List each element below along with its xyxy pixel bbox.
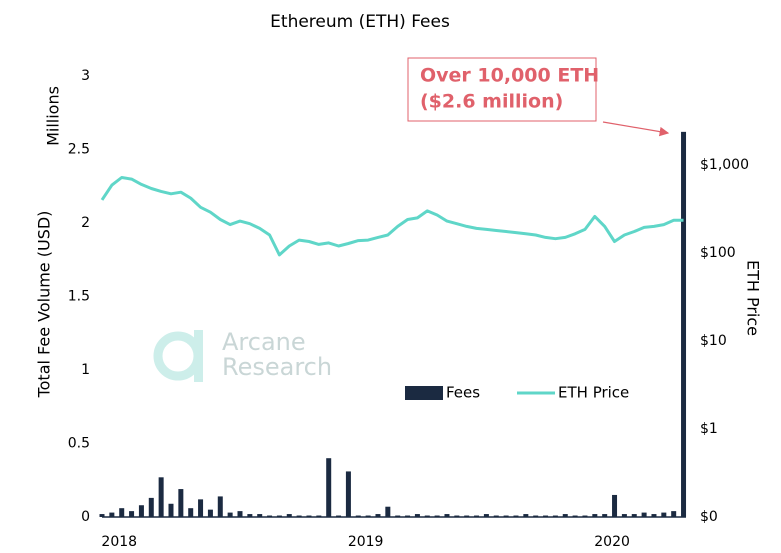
x-tick-label: 2018 bbox=[101, 534, 137, 550]
chart-title: Ethereum (ETH) Fees bbox=[270, 12, 450, 32]
y2-tick-label: $100 bbox=[700, 245, 736, 261]
bar bbox=[562, 514, 568, 517]
bar bbox=[523, 514, 529, 517]
y-tick-label: 2 bbox=[81, 215, 90, 231]
bar bbox=[129, 511, 135, 517]
x-tick-label: 2019 bbox=[348, 534, 384, 550]
bar bbox=[414, 514, 420, 517]
bar bbox=[681, 131, 687, 518]
watermark-logo bbox=[194, 330, 203, 382]
bar bbox=[631, 514, 637, 517]
watermark-text: Arcane bbox=[222, 328, 306, 356]
annotation-box bbox=[407, 57, 597, 122]
bar bbox=[257, 514, 263, 517]
bar bbox=[385, 506, 391, 517]
bar bbox=[651, 514, 657, 517]
annotation-text: ($2.6 million) bbox=[420, 91, 563, 113]
y-tick-label: 2.5 bbox=[68, 142, 90, 158]
bar bbox=[345, 471, 351, 517]
bar bbox=[326, 458, 332, 517]
legend-label: ETH Price bbox=[558, 384, 629, 402]
y2-tick-label: $0 bbox=[700, 509, 718, 525]
bar bbox=[671, 511, 677, 517]
bar bbox=[178, 489, 184, 517]
bar bbox=[188, 508, 194, 517]
watermark: Arcane Research bbox=[153, 328, 332, 382]
bar bbox=[207, 509, 213, 517]
bar bbox=[99, 514, 105, 517]
bar bbox=[375, 514, 381, 517]
bar bbox=[217, 496, 223, 517]
y-axis-unit: Millions bbox=[44, 86, 63, 146]
y2-tick-label: $1,000 bbox=[700, 157, 749, 173]
bar bbox=[168, 503, 174, 517]
bar bbox=[109, 512, 115, 517]
bar bbox=[247, 514, 253, 517]
bar bbox=[119, 508, 125, 517]
watermark-logo bbox=[153, 331, 203, 381]
bar bbox=[661, 512, 667, 517]
bar bbox=[612, 494, 618, 517]
bar bbox=[444, 514, 450, 517]
bar bbox=[641, 512, 647, 517]
y-tick-label: 0 bbox=[81, 509, 90, 525]
legend-swatch bbox=[405, 386, 443, 400]
bar bbox=[237, 511, 243, 517]
line bbox=[100, 176, 684, 257]
bar bbox=[621, 514, 627, 517]
legend-label: Fees bbox=[446, 384, 480, 402]
bar bbox=[227, 512, 233, 517]
watermark-text: Research bbox=[222, 353, 332, 381]
y2-axis-title: ETH Price bbox=[744, 260, 763, 336]
y2-tick-label: $10 bbox=[700, 333, 727, 349]
bar bbox=[602, 514, 608, 517]
annotation-text: Over 10,000 ETH bbox=[420, 65, 599, 87]
y-tick-label: 1.5 bbox=[68, 289, 90, 305]
y-tick-label: 0.5 bbox=[68, 436, 90, 452]
bar bbox=[138, 505, 144, 517]
y2-tick-label: $1 bbox=[700, 421, 718, 437]
y-axis-title: Total Fee Volume (USD) bbox=[35, 211, 54, 399]
annotation-arrow bbox=[602, 121, 670, 137]
bar bbox=[286, 514, 292, 517]
y-tick-label: 3 bbox=[81, 68, 90, 84]
x-tick-label: 2020 bbox=[594, 534, 630, 550]
bar bbox=[148, 497, 154, 517]
bar bbox=[198, 499, 204, 517]
bar bbox=[158, 477, 164, 517]
bar bbox=[592, 514, 598, 517]
bar bbox=[483, 514, 489, 517]
y-tick-label: 1 bbox=[81, 362, 90, 378]
